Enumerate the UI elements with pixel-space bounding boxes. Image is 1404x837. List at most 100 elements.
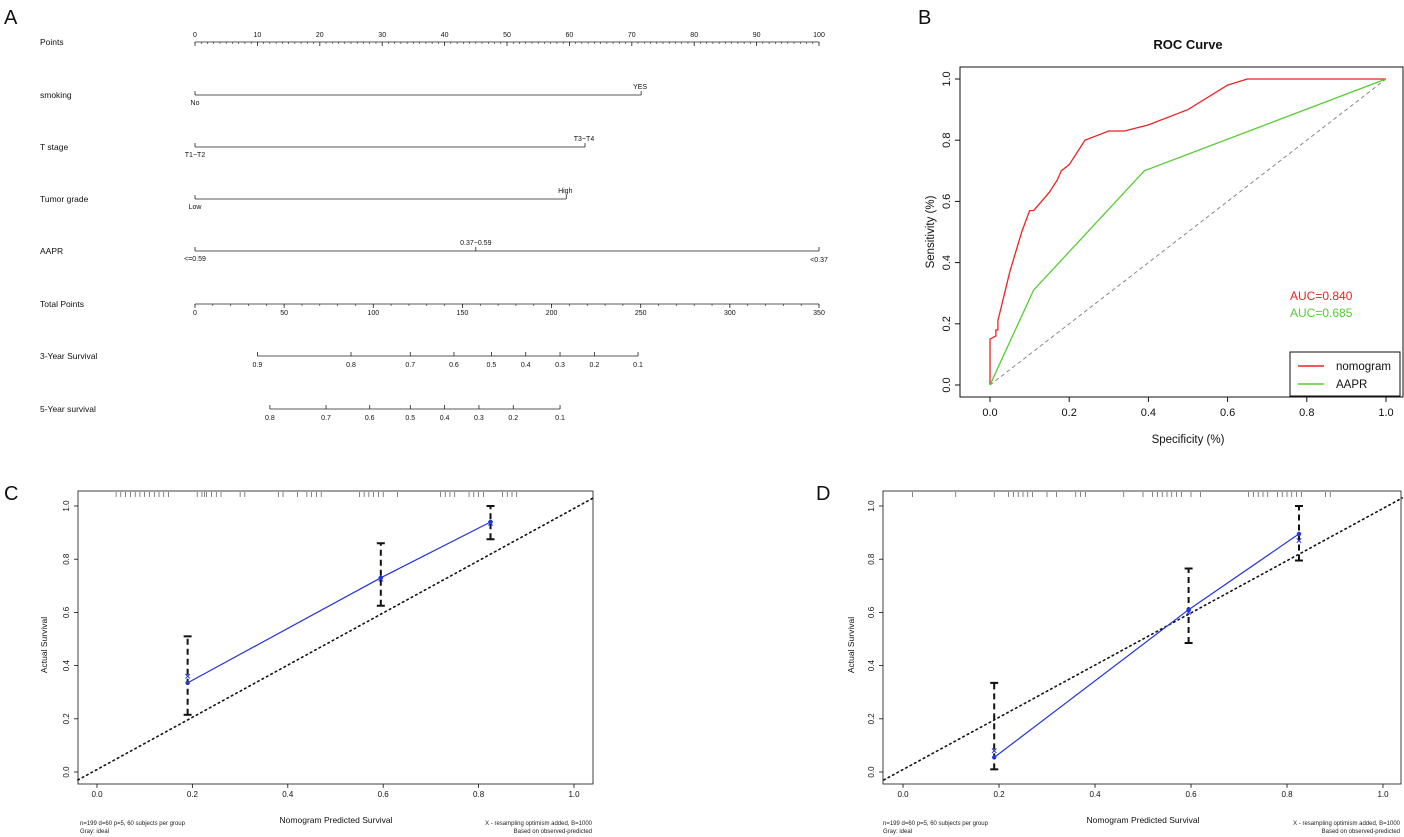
cald-ylabel: Actual Survival [846,617,856,673]
calc-y-tick-label: 0.0 [62,766,71,778]
calc-x-tick-label: 0.8 [473,790,485,799]
nomogram-survival-tick-label: 0.4 [440,415,450,422]
cald-observed-point [992,755,997,760]
cald-x-tick-label: 0.2 [993,790,1005,799]
calc-x-tick-label: 1.0 [568,790,580,799]
roc-y-tick-label: 0.2 [941,316,953,331]
calibration-panel-c: Nomogram Predicted Survival Actual Survi… [39,490,594,835]
cald-x-tick-label: 0.8 [1281,790,1293,799]
nomogram-tick-label: 350 [813,310,825,317]
panel-label-a: A [4,7,18,29]
panel-label-c: C [4,483,18,505]
roc-series-line-aapr [989,78,1387,386]
cald-x-tick-label: 0.4 [1089,790,1101,799]
calc-y-tick-label: 0.2 [62,713,71,725]
calibration-panel-d: Nomogram Predicted Survival Actual Survi… [846,490,1403,835]
nomogram-level-label: Low [189,204,203,211]
calc-plot-border [77,490,594,785]
calc-x-tick-label: 0.2 [187,790,199,799]
auc-aapr-label: AUC=0.685 [1290,306,1353,320]
calc-xlabel: Nomogram Predicted Survival [280,815,393,825]
roc-legend-entry: nomogram [1336,361,1391,373]
roc-reference-diagonal [989,78,1387,386]
cald-footnote-left-2: Gray: ideal [883,829,912,835]
nomogram-survival-tick-label: 0.7 [405,362,415,369]
nomogram-tick-label: 70 [628,32,636,39]
nomogram-row-label: smoking [40,90,72,100]
nomogram-survival-tick-label: 0.6 [449,362,459,369]
nomogram-tick-label: 40 [441,32,449,39]
nomogram-survival-tick-label: 0.2 [508,415,518,422]
calc-y-tick-label: 0.4 [62,659,71,671]
cald-x-tick-label: 1.0 [1377,790,1389,799]
cald-footnote-left-1: n=199 d=60 p=5, 60 subjects per group [883,821,989,827]
calc-y-tick-label: 0.8 [62,553,71,565]
nomogram-row-label: AAPR [40,246,63,256]
cald-corrected-mark [1296,538,1302,544]
roc-y-tick-label: 0.4 [941,255,953,270]
cald-y-tick-label: 0.8 [867,553,876,565]
cald-corrected-mark [1186,609,1192,615]
calc-y-tick-label: 1.0 [62,500,71,512]
nomogram-survival-tick-label: 0.9 [253,362,263,369]
roc-xlabel: Specificity (%) [1152,434,1225,446]
calc-x-tick-label: 0.0 [91,790,103,799]
nomogram-row-label: 3-Year Survival [40,351,97,361]
calc-footnote-left-1: n=199 d=60 p=5, 60 subjects per group [80,821,186,827]
calc-footnote-left-2: Gray: ideal [80,829,109,835]
auc-nomogram-label: AUC=0.840 [1290,289,1353,303]
nomogram-panel: Points 0 10 20 30 40 50 60 70 80 90 100 smoking No YES… [40,32,828,422]
calc-x-tick-label: 0.6 [378,790,390,799]
roc-legend-box [1289,351,1401,397]
nomogram-survival-tick-label: 0.1 [555,415,565,422]
cald-x-tick-label: 0.6 [1185,790,1197,799]
nomogram-tick-label: 50 [503,32,511,39]
nomogram-tick-label: 250 [635,310,647,317]
roc-y-tick-label: 1.0 [941,71,953,86]
calc-observed-point [378,575,384,581]
nomogram-tick-label: 100 [367,310,379,317]
calc-corrected-mark [378,576,384,582]
calc-ylabel: Actual Survival [39,617,49,673]
calc-observed-point [488,519,493,525]
cald-plot-border [882,490,1402,785]
calc-observed-point [185,680,190,686]
roc-y-tick-label: 0.0 [941,377,953,392]
cald-y-tick-label: 0.2 [867,713,876,725]
nomogram-level-label: T3~T4 [574,136,595,143]
cald-y-tick-label: 1.0 [867,500,876,512]
nomogram-row-label: T stage [40,142,68,152]
calc-corrected-mark [185,673,191,679]
roc-x-tick-label: 0.2 [1062,407,1077,419]
nomogram-row-label: Total Points [40,299,84,309]
roc-legend-entry: AAPR [1336,379,1367,391]
calc-ideal-line [77,497,594,781]
cald-footnote-right-1: X - resampling optimism added, B=1000 [1293,821,1401,827]
nomogram-tick-label: 60 [566,32,574,39]
nomogram-row-label: Points [40,37,64,47]
nomogram-tick-label: 10 [254,32,262,39]
cald-observed-line [993,533,1300,758]
nomogram-survival-tick-label: 0.5 [405,415,415,422]
nomogram-row-label: Tumor grade [40,194,89,204]
nomogram-survival-tick-label: 0.6 [365,415,375,422]
roc-series-line-nomogram [989,78,1386,385]
nomogram-level-label: 0.37~0.59 [460,240,491,247]
nomogram-tick-label: 0 [193,32,197,39]
nomogram-level-label: No [191,100,200,107]
calc-footnote-right-2: Based on observed-predicted [514,829,592,835]
cald-y-tick-label: 0.4 [867,659,876,671]
calc-footnote-right-1: X - resampling optimism added, B=1000 [485,821,593,827]
panel-label-d: D [816,483,830,505]
nomogram-tick-label: 80 [690,32,698,39]
calc-y-tick-label: 0.6 [62,606,71,618]
nomogram-tick-label: 100 [813,32,825,39]
nomogram-tick-label: 50 [280,310,288,317]
cald-y-tick-label: 0.6 [867,606,876,618]
panel-label-b: B [918,7,931,29]
calc-corrected-mark [487,520,494,526]
cald-xlabel: Nomogram Predicted Survival [1087,815,1200,825]
nomogram-tick-label: 20 [316,32,324,39]
cald-y-tick-label: 0.0 [867,766,876,778]
